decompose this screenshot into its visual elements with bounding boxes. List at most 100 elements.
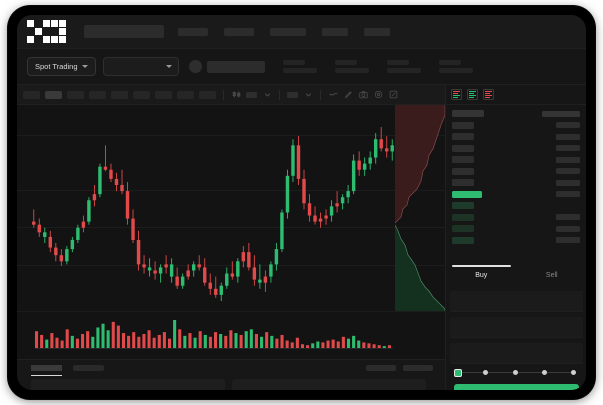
orderbook-quantity — [556, 133, 580, 140]
orderbook-price — [452, 121, 474, 129]
stat-24h-low-label — [386, 60, 409, 65]
volume-chart[interactable] — [17, 311, 445, 359]
orders-cards — [31, 379, 426, 390]
slider-node-0[interactable] — [454, 368, 462, 377]
compare-label[interactable] — [287, 91, 298, 98]
orderbook-price — [452, 144, 474, 152]
orderbook-price — [452, 202, 474, 209]
app-screen: Spot Trading — [17, 15, 586, 390]
orderbook-row[interactable] — [452, 121, 580, 130]
nav-item-5[interactable] — [364, 27, 390, 36]
orderbook-row[interactable] — [452, 201, 580, 210]
bottom-action-2[interactable] — [403, 365, 433, 371]
okx-logo[interactable] — [27, 20, 74, 43]
buy-submit-button[interactable] — [454, 384, 579, 390]
orderbook-row[interactable] — [452, 167, 580, 176]
timeframe-5m[interactable] — [45, 90, 62, 99]
stat-24h-change-label — [282, 60, 305, 65]
fullscreen-icon[interactable] — [388, 90, 398, 100]
orderbook-row[interactable] — [452, 224, 580, 233]
tab-sell[interactable]: Sell — [545, 272, 558, 279]
orderbook-price — [452, 179, 474, 186]
orderbook-list[interactable] — [446, 105, 586, 251]
chart-toolbar — [17, 85, 445, 105]
line-tool-icon[interactable] — [328, 90, 338, 100]
buy-sell-tabs: Buy Sell — [446, 265, 586, 289]
indicators-dropdown-icon[interactable] — [262, 90, 272, 100]
timeframe-more[interactable] — [199, 90, 216, 99]
gridline-2 — [17, 227, 445, 228]
timeframe-1m[interactable] — [23, 90, 40, 99]
stat-24h-low-value — [386, 68, 421, 73]
slider-node-75[interactable] — [541, 370, 547, 375]
tab-order-history[interactable] — [73, 365, 104, 376]
orderbook-view-asks[interactable] — [483, 89, 494, 100]
camera-icon[interactable] — [358, 90, 368, 100]
pair-select[interactable] — [102, 57, 179, 76]
bottom-card-right[interactable] — [232, 379, 426, 390]
slider-node-25[interactable] — [483, 370, 489, 375]
candlestick-type-icon[interactable] — [231, 90, 241, 100]
amount-percent-slider[interactable] — [454, 368, 579, 378]
total-field[interactable] — [450, 343, 583, 364]
nav-item-1[interactable] — [178, 27, 208, 36]
timeframe-1m[interactable] — [177, 90, 194, 99]
stat-24h-volume — [438, 60, 473, 73]
timeframe-15m[interactable] — [67, 90, 84, 99]
orderbook-panel: Buy Sell — [445, 85, 586, 390]
orderbook-quantity — [556, 145, 580, 151]
orderbook-price — [452, 133, 474, 140]
stat-24h-change-value — [282, 68, 317, 73]
orderbook-price — [452, 225, 474, 232]
slider-node-50[interactable] — [512, 370, 518, 375]
compare-dropdown-icon[interactable] — [303, 90, 313, 100]
timeframe-1w[interactable] — [155, 90, 172, 99]
trading-mode-button[interactable]: Spot Trading — [27, 57, 96, 76]
nav-item-2[interactable] — [224, 27, 254, 36]
settings-gear-icon[interactable] — [373, 90, 383, 100]
orderbook-current-price-row[interactable] — [452, 190, 580, 199]
indicators-label[interactable] — [246, 91, 257, 98]
nav-item-4[interactable] — [322, 27, 348, 36]
orderbook-icon-bar — [469, 91, 476, 93]
orderbook-row[interactable] — [452, 236, 580, 245]
orderbook-quantity — [556, 156, 580, 163]
amount-field[interactable] — [450, 317, 583, 338]
stat-24h-low — [386, 60, 421, 73]
gridline-0 — [17, 135, 445, 136]
slider-node-100[interactable] — [571, 370, 576, 375]
search-input[interactable] — [84, 25, 164, 38]
timeframe-1h[interactable] — [89, 90, 106, 99]
app-header — [17, 15, 586, 49]
orderbook-row[interactable] — [452, 144, 580, 153]
drawing-tool-icon[interactable] — [343, 90, 353, 100]
tab-order-history-label — [73, 365, 104, 371]
nav-item-3[interactable] — [270, 27, 306, 36]
orderbook-row[interactable] — [452, 155, 580, 164]
tab-open-orders[interactable] — [31, 365, 62, 376]
bottom-card-left[interactable] — [31, 379, 225, 390]
stat-24h-high — [334, 60, 369, 73]
orderbook-row[interactable] — [452, 178, 580, 187]
orderbook-quantity — [556, 122, 580, 128]
orderbook-row[interactable] — [452, 132, 580, 141]
timeframe-4h[interactable] — [111, 90, 128, 99]
orderbook-view-both[interactable] — [451, 89, 462, 100]
price-field[interactable] — [450, 291, 583, 312]
active-tab-underline — [31, 375, 62, 376]
tab-buy[interactable]: Buy — [446, 265, 517, 289]
toolbar-divider — [320, 89, 321, 100]
device-frame: Spot Trading — [8, 6, 595, 399]
volume-baseline — [35, 348, 393, 349]
orderbook-view-bids[interactable] — [467, 89, 478, 100]
stat-24h-high-value — [334, 68, 369, 73]
timeframe-1d[interactable] — [133, 90, 150, 99]
orderbook-row[interactable] — [452, 213, 580, 222]
orderbook-quantity — [542, 110, 580, 117]
bottom-action-1[interactable] — [366, 365, 396, 371]
orderbook-quantity — [556, 179, 580, 186]
price-chart[interactable] — [17, 105, 445, 311]
trading-mode-label: Spot Trading — [35, 62, 78, 71]
orderbook-header-row[interactable] — [452, 109, 580, 118]
orderbook-icon-bar — [453, 94, 460, 96]
